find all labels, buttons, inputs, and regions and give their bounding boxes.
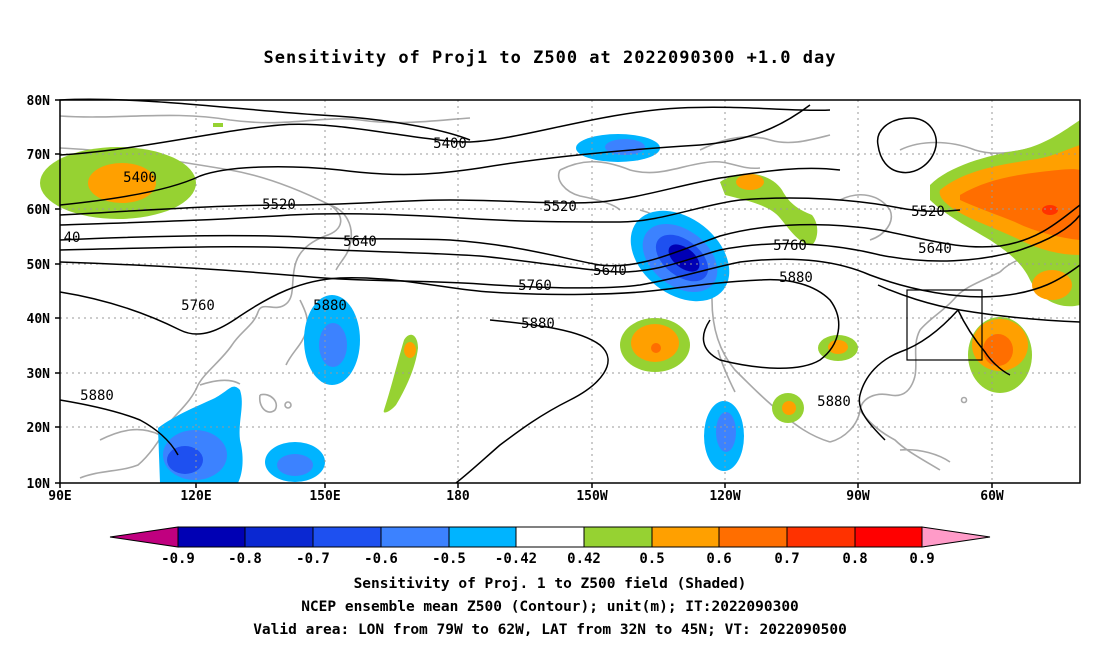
contour-label: 5880 bbox=[779, 270, 813, 286]
colorbar-label: 0.8 bbox=[842, 551, 867, 567]
colorbar bbox=[109, 526, 991, 548]
contour-label: 5760 bbox=[773, 238, 807, 254]
contour-label: 5760 bbox=[181, 298, 215, 314]
colorbar-box-6 bbox=[583, 526, 653, 548]
colorbar-box-1 bbox=[244, 526, 314, 548]
caption-line-2: NCEP ensemble mean Z500 (Contour); unit(… bbox=[301, 599, 799, 615]
colorbar-label: -0.8 bbox=[228, 551, 262, 567]
lat-labels: 80N 70N 60N 50N 40N 30N 20N 10N bbox=[27, 94, 51, 492]
map-title: Sensitivity of Proj1 to Z500 at 20220903… bbox=[263, 48, 837, 68]
lon-label: 180 bbox=[446, 489, 470, 504]
z500-contours bbox=[59, 98, 1081, 484]
grid-lines bbox=[60, 100, 1080, 483]
colorbar-label: -0.42 bbox=[495, 551, 537, 567]
contour-label: 5400 bbox=[433, 136, 467, 152]
lat-label: 20N bbox=[27, 421, 51, 436]
colorbar-label: 0.7 bbox=[774, 551, 799, 567]
contour-label: 5400 bbox=[123, 170, 157, 186]
colorbar-box-3 bbox=[380, 526, 450, 548]
lon-label: 120E bbox=[180, 489, 211, 504]
lat-label: 30N bbox=[27, 367, 51, 382]
lon-label: 90W bbox=[846, 489, 870, 504]
colorbar-label: -0.5 bbox=[432, 551, 466, 567]
colorbar-box-5 bbox=[515, 526, 585, 548]
lat-label: 80N bbox=[27, 94, 51, 109]
lon-labels: 90E 120E 150E 180 150W 120W 90W 60W bbox=[48, 489, 1004, 504]
lon-label: 90E bbox=[48, 489, 71, 504]
colorbar-labels: -0.9 -0.8 -0.7 -0.6 -0.5 -0.42 0.42 0.5 … bbox=[161, 551, 935, 567]
colorbar-label: -0.7 bbox=[296, 551, 330, 567]
contour-label: 5880 bbox=[521, 316, 555, 332]
colorbar-max-arrow bbox=[921, 526, 991, 548]
lon-label: 150E bbox=[309, 489, 340, 504]
axis-ticks bbox=[55, 99, 993, 488]
contour-label: 5640 bbox=[593, 263, 627, 279]
contour-label: 5640 bbox=[918, 241, 952, 257]
lon-label: 120W bbox=[709, 489, 740, 504]
colorbar-min-arrow bbox=[109, 526, 179, 548]
colorbar-box-9 bbox=[786, 526, 856, 548]
contour-label: 5640 bbox=[343, 234, 377, 250]
colorbar-box-8 bbox=[718, 526, 788, 548]
contour-label: 5520 bbox=[911, 204, 945, 220]
colorbar-box-2 bbox=[312, 526, 382, 548]
lat-label: 60N bbox=[27, 203, 51, 218]
lon-label: 60W bbox=[980, 489, 1004, 504]
colorbar-label: 0.5 bbox=[639, 551, 664, 567]
lat-label: 70N bbox=[27, 148, 51, 163]
contour-label: 5520 bbox=[262, 197, 296, 213]
caption-line-1: Sensitivity of Proj. 1 to Z500 field (Sh… bbox=[353, 576, 747, 592]
lat-label: 50N bbox=[27, 258, 51, 273]
contour-label: 5880 bbox=[817, 394, 851, 410]
contour-label: 40 bbox=[64, 230, 81, 246]
colorbar-label: 0.9 bbox=[909, 551, 934, 567]
colorbar-label: 0.6 bbox=[706, 551, 731, 567]
colorbar-box-7 bbox=[651, 526, 720, 548]
valid-area-box bbox=[906, 289, 983, 361]
contour-label: 5880 bbox=[313, 298, 347, 314]
colorbar-box-4 bbox=[448, 526, 517, 548]
lon-label: 150W bbox=[576, 489, 607, 504]
caption-block: Sensitivity of Proj. 1 to Z500 field (Sh… bbox=[0, 573, 1100, 642]
contour-label: 5880 bbox=[80, 388, 114, 404]
contour-label-group: 5400 5400 5520 5520 5520 5640 5640 5640 … bbox=[64, 136, 952, 410]
colorbar-label: 0.42 bbox=[567, 551, 601, 567]
contour-label: 5760 bbox=[518, 278, 552, 294]
colorbar-box-0 bbox=[177, 526, 246, 548]
colorbar-label: -0.9 bbox=[161, 551, 195, 567]
caption-line-3: Valid area: LON from 79W to 62W, LAT fro… bbox=[253, 622, 847, 638]
colorbar-box-10 bbox=[854, 526, 923, 548]
colorbar-label: -0.6 bbox=[364, 551, 398, 567]
lat-label: 40N bbox=[27, 312, 51, 327]
contour-label: 5520 bbox=[543, 199, 577, 215]
map-frame bbox=[59, 99, 1081, 484]
lat-label: 10N bbox=[27, 477, 51, 492]
